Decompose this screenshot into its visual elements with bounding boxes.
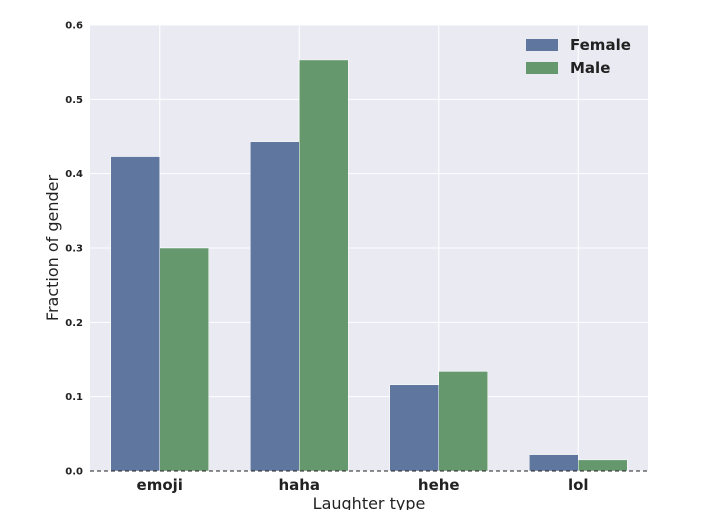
y-tick-label: 0.3 xyxy=(65,244,83,255)
x-tick-label: lol xyxy=(568,476,589,494)
y-tick-label: 0.1 xyxy=(65,392,83,403)
y-tick-labels: 0.0 0.1 0.2 0.3 0.4 0.5 0.6 xyxy=(65,21,83,478)
legend-swatch-male xyxy=(526,62,558,74)
legend-label-male: Male xyxy=(570,59,610,77)
bar-male-hehe xyxy=(438,371,488,472)
bar-male-haha xyxy=(299,59,349,472)
y-tick-label: 0.2 xyxy=(65,318,83,329)
x-tick-labels: emoji haha hehe lol xyxy=(137,476,589,494)
bar-female-hehe xyxy=(389,384,439,472)
bars xyxy=(110,59,628,472)
y-tick-label: 0.0 xyxy=(65,467,83,478)
x-tick-label: emoji xyxy=(137,476,183,494)
bar-male-lol xyxy=(578,459,628,472)
bar-female-emoji xyxy=(110,156,160,472)
y-tick-label: 0.5 xyxy=(65,95,83,106)
bar-female-lol xyxy=(529,454,579,472)
bar-male-emoji xyxy=(159,247,209,472)
legend: Female Male xyxy=(526,36,631,77)
y-axis-label: Fraction of gender xyxy=(43,174,62,321)
y-tick-label: 0.4 xyxy=(65,169,83,180)
x-tick-label: hehe xyxy=(418,476,460,494)
legend-swatch-female xyxy=(526,39,558,51)
x-tick-label: haha xyxy=(278,476,320,494)
bar-female-haha xyxy=(250,141,300,472)
x-axis-label: Laughter type xyxy=(313,494,426,510)
y-tick-label: 0.6 xyxy=(65,21,83,32)
legend-label-female: Female xyxy=(570,36,631,54)
